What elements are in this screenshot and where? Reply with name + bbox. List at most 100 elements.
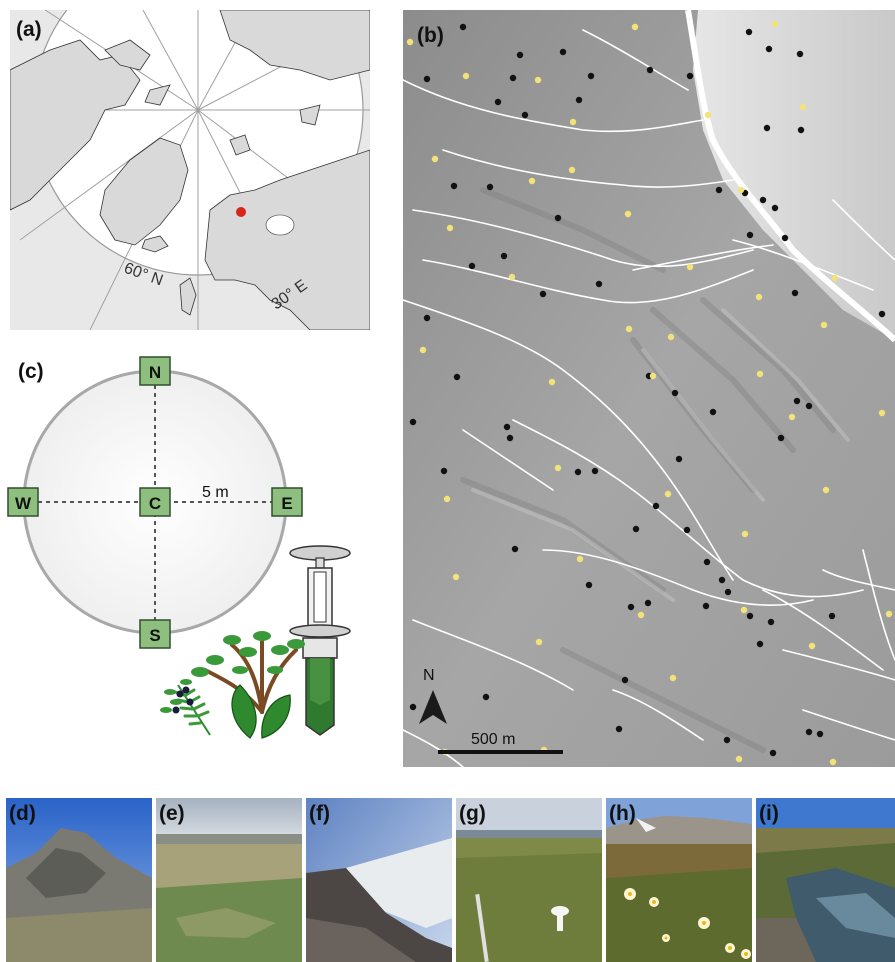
marker-s: S [139, 619, 171, 649]
leaf-icon [231, 684, 291, 739]
plot-points-black [409, 23, 886, 757]
plot-point-black [621, 676, 629, 684]
plot-point-yellow [569, 118, 577, 126]
plot-point-black [409, 703, 417, 711]
plot-point-black [724, 588, 732, 596]
plot-point-black [745, 28, 753, 36]
photo-label-f: (f) [309, 802, 330, 825]
plot-point-black [723, 736, 731, 744]
plot-point-yellow [808, 642, 816, 650]
plot-point-black [646, 66, 654, 74]
plot-point-yellow [704, 111, 712, 119]
plot-point-black [686, 72, 694, 80]
plot-point-yellow [756, 370, 764, 378]
plot-point-yellow [755, 293, 763, 301]
plot-point-yellow [576, 555, 584, 563]
scale-bar-label: 500 m [471, 731, 515, 748]
plot-point-black [591, 467, 599, 475]
plot-point-black [486, 183, 494, 191]
plot-point-black [453, 373, 461, 381]
marker-s-label: S [149, 626, 160, 645]
plot-point-yellow [649, 372, 657, 380]
plot-point-yellow [771, 20, 779, 28]
photo-e: (e) [156, 798, 302, 962]
plot-point-black [503, 423, 511, 431]
plot-point-black [683, 526, 691, 534]
plot-point-black [423, 75, 431, 83]
berry-plant-icon [160, 679, 194, 714]
plot-point-black [494, 98, 502, 106]
plot-layout-panel: N S W E C 5 m [0, 340, 380, 740]
plot-point-black [587, 72, 595, 80]
plot-point-black [615, 725, 623, 733]
plot-point-black [703, 558, 711, 566]
photo-label-e: (e) [159, 802, 185, 825]
plot-point-yellow [406, 38, 414, 46]
plot-point-black [516, 51, 524, 59]
plot-point-black [409, 418, 417, 426]
radius-label: 5 m [202, 484, 229, 501]
plot-point-yellow [548, 378, 556, 386]
plot-point-black [652, 502, 660, 510]
plot-point-black [746, 231, 754, 239]
plot-point-yellow [885, 610, 893, 618]
hill-area [693, 10, 895, 340]
shrub-icon [191, 631, 305, 714]
plot-point-black [423, 314, 431, 322]
plot-point-black [769, 749, 777, 757]
marker-e-label: E [281, 494, 292, 513]
plot-point-black [791, 289, 799, 297]
plot-points-yellow [406, 20, 893, 766]
plot-point-yellow [788, 413, 796, 421]
plot-point-black [539, 290, 547, 298]
marker-n: N [139, 356, 171, 386]
plot-point-black [482, 693, 490, 701]
plot-point-black [771, 204, 779, 212]
photo-g: (g) [456, 798, 602, 962]
plot-point-black [765, 45, 773, 53]
plot-point-yellow [508, 273, 516, 281]
plot-point-black [500, 252, 508, 260]
plot-point-black [511, 545, 519, 553]
plot-point-black [797, 126, 805, 134]
plot-point-black [763, 124, 771, 132]
plot-point-black [746, 612, 754, 620]
plot-point-yellow [822, 486, 830, 494]
hillshade-map-panel: N 500 m (b) [403, 10, 895, 767]
plot-point-black [828, 612, 836, 620]
plot-point-yellow [664, 490, 672, 498]
soil-corer-icon [289, 545, 351, 736]
plot-point-black [521, 111, 529, 119]
photo-label-d: (d) [9, 802, 36, 825]
plot-point-yellow [534, 76, 542, 84]
north-arrow [419, 690, 447, 724]
plot-point-yellow [446, 224, 454, 232]
plot-point-black [715, 186, 723, 194]
plot-point-yellow [462, 72, 470, 80]
plot-point-black [459, 23, 467, 31]
plot-point-black [675, 455, 683, 463]
plot-point-yellow [799, 103, 807, 111]
plot-point-black [585, 581, 593, 589]
plot-point-black [450, 182, 458, 190]
photo-f: (f) [306, 798, 452, 962]
panel-label-c: (c) [18, 360, 44, 383]
plot-point-yellow [625, 325, 633, 333]
plot-point-black [554, 214, 562, 222]
plot-point-black [709, 408, 717, 416]
plot-point-yellow [431, 155, 439, 163]
plot-point-black [506, 434, 514, 442]
north-arrow-label: N [423, 667, 435, 684]
plot-point-yellow [831, 274, 839, 282]
marker-w: W [7, 487, 39, 517]
plot-point-yellow [624, 210, 632, 218]
plot-point-black [793, 397, 801, 405]
plot-point-yellow [554, 464, 562, 472]
plot-point-black [718, 576, 726, 584]
plot-point-black [595, 280, 603, 288]
marker-w-label: W [15, 494, 32, 513]
plot-point-black [878, 310, 886, 318]
marker-e: E [271, 487, 303, 517]
plot-point-yellow [737, 186, 745, 194]
plot-point-yellow [741, 530, 749, 538]
